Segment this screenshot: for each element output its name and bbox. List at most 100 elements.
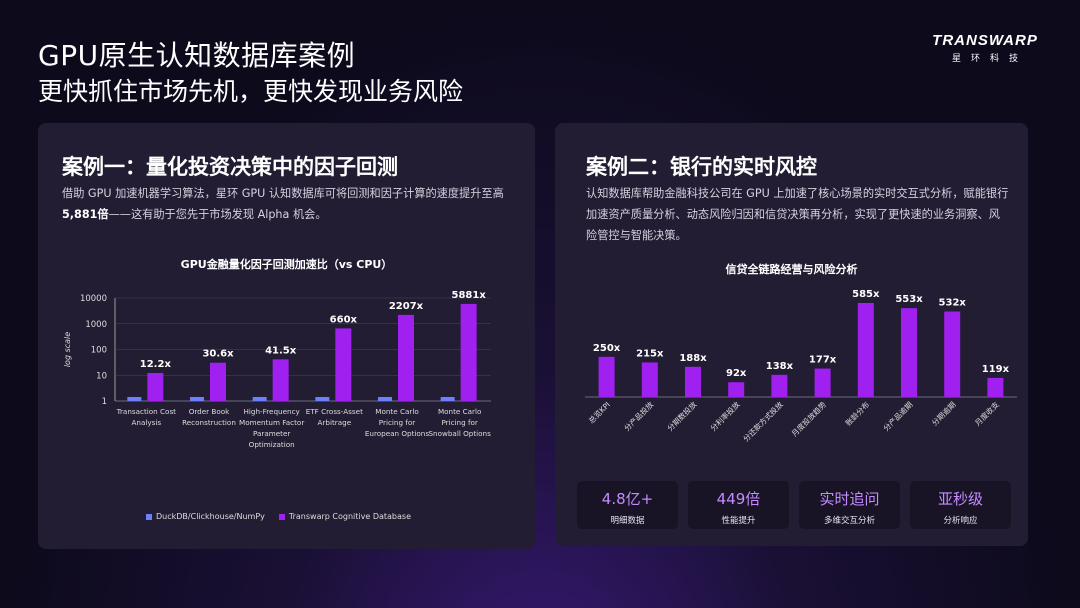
data-label: 138x (766, 361, 794, 372)
x-tick-label: 分产品投放 (622, 399, 656, 433)
bar-transwarp (147, 373, 164, 401)
stat-label: 多维交互分析 (823, 516, 875, 526)
chart1-title: GPU金融量化因子回测加速比（vs CPU） (180, 258, 393, 271)
bar-baseline (190, 397, 204, 401)
stat-value: 亚秒级 (937, 490, 983, 508)
x-tick-label: Analysis (132, 418, 162, 427)
data-label: 188x (679, 353, 707, 364)
data-label: 119x (982, 364, 1010, 375)
case1-desc-rest: ——这有助于您先于市场发现 Alpha 机会。 (108, 208, 327, 221)
case2-desc-line3: 险管控与智能决策。 (586, 229, 687, 242)
bar (814, 368, 831, 397)
legend-label-baseline: DuckDB/Clickhouse/NumPy (156, 512, 265, 521)
x-tick-label: European Options (365, 429, 430, 438)
data-label: 5881x (452, 290, 487, 301)
case2-desc-line2: 加速资产质量分析、动态风险归因和信贷决策再分析，实现了更快速的业务洞察、风 (586, 208, 1000, 221)
bar (641, 362, 658, 397)
x-tick-label: Arbitrage (318, 418, 352, 427)
x-tick-label: Monte Carlo (438, 407, 481, 416)
stat-card-detail-data: 4.8亿+ 明细数据 (577, 481, 678, 529)
bar-baseline (378, 397, 392, 401)
bar-transwarp (398, 314, 414, 401)
case2-desc-line1: 认知数据库帮助金融科技公司在 GPU 上加速了核心场景的实时交互式分析，赋能银行 (586, 187, 1009, 200)
chart2-title: 信贷全链路经营与风险分析 (725, 263, 858, 276)
x-tick-label: Reconstruction (182, 418, 236, 427)
data-label: 215x (636, 348, 664, 359)
bar-transwarp (460, 303, 477, 401)
case2-card: 案例二：银行的实时风控 认知数据库帮助金融科技公司在 GPU 上加速了核心场景的… (555, 123, 1028, 546)
data-label: 585x (852, 289, 880, 300)
bar (944, 311, 961, 397)
data-label: 12.2x (140, 359, 172, 370)
transwarp-logo: TRANSWARP 星环科技 (920, 32, 1050, 64)
x-tick-label: 分产品逾期 (881, 399, 915, 433)
bar-baseline (315, 397, 330, 401)
bar (901, 308, 917, 397)
bar (771, 374, 788, 397)
x-tick-label: 分期逾期 (929, 399, 957, 427)
x-tick-label: Snowball Options (428, 429, 491, 438)
bar-baseline (127, 397, 142, 401)
bar (728, 382, 745, 397)
x-tick-label: Pricing for (379, 418, 415, 427)
legend-label-transwarp: Transwarp Cognitive Database (288, 512, 411, 521)
page-subtitle: 更快抓住市场先机，更快发现业务风险 (38, 77, 464, 106)
page-title: GPU原生认知数据库案例 (38, 39, 356, 72)
data-label: 532x (939, 298, 967, 309)
x-tick-label: 月度收支 (973, 399, 1002, 428)
y-tick-label: 10000 (80, 294, 107, 304)
bar-baseline (252, 397, 267, 401)
case2-title: 案例二：银行的实时风控 (586, 155, 817, 179)
data-label: 250x (593, 343, 621, 354)
legend-item-transwarp: Transwarp Cognitive Database (278, 512, 411, 521)
stat-value: 4.8亿+ (601, 490, 654, 508)
case1-card: 案例一：量化投资决策中的因子回测 借助 GPU 加速机器学习算法，星环 GPU … (38, 123, 535, 549)
stat-card-realtime: 实时追问 多维交互分析 (799, 481, 900, 529)
chart2-svg: 250x 总览KPI 215x 分产品投放 188x 分期数投放 92x 分利率投放 138x 分… (585, 289, 1017, 444)
bar (857, 303, 874, 397)
case1-description: 借助 GPU 加速机器学习算法，星环 GPU 认知数据库可将回测和因子计算的速度… (62, 183, 522, 225)
x-tick-label: Pricing for (441, 418, 477, 427)
bar-transwarp (272, 359, 289, 401)
legend-swatch-baseline (146, 513, 152, 520)
x-tick-label: Monte Carlo (375, 407, 418, 416)
x-tick-label: 账龄分布 (843, 399, 872, 428)
y-tick-label: 1 (102, 397, 107, 407)
y-tick-label: 100 (91, 346, 107, 356)
bar (685, 366, 701, 397)
x-tick-label: 月度投放趋势 (789, 399, 828, 438)
x-tick-label: 分还款方式投放 (741, 399, 786, 444)
case1-desc-bold: 5,881倍 (62, 208, 109, 221)
legend-item-baseline: DuckDB/Clickhouse/NumPy (146, 512, 265, 521)
data-label: 92x (726, 368, 747, 379)
bar-transwarp (210, 362, 226, 401)
data-label: 177x (809, 355, 837, 366)
x-tick-label: Transaction Cost (116, 407, 177, 416)
bar (987, 377, 1004, 397)
stat-card-response: 亚秒级 分析响应 (910, 481, 1011, 529)
x-tick-label: 分期数投放 (665, 399, 699, 433)
x-tick-label: Optimization (249, 440, 295, 449)
case1-title: 案例一：量化投资决策中的因子回测 (62, 155, 398, 179)
x-tick-label: High-Frequency (244, 407, 301, 416)
y-tick-label: 10 (96, 371, 107, 381)
x-tick-label: Momentum Factor (239, 418, 304, 427)
stat-label: 明细数据 (610, 516, 645, 526)
data-label: 41.5x (265, 345, 297, 356)
bar-transwarp (335, 328, 352, 401)
data-label: 553x (895, 294, 923, 305)
x-tick-label: 总览KPI (586, 399, 612, 425)
data-label: 30.6x (202, 349, 234, 360)
legend-swatch-transwarp (278, 513, 285, 520)
case1-desc-line1: 借助 GPU 加速机器学习算法，星环 GPU 认知数据库可将回测和因子计算的速度… (62, 187, 504, 200)
x-tick-label: Parameter (253, 429, 290, 438)
stat-label: 分析响应 (943, 516, 978, 526)
x-tick-label: Order Book (189, 407, 230, 416)
stat-value: 实时追问 (819, 490, 880, 508)
logo-main-text: TRANSWARP (932, 32, 1038, 49)
data-label: 660x (330, 314, 358, 325)
x-tick-label: 分利率投放 (708, 399, 742, 433)
bar (598, 356, 615, 397)
stat-value: 449倍 (716, 490, 761, 508)
chart1-svg: 1 10 100 1000 10000 log scale 12.2x Transaction… (63, 290, 491, 449)
